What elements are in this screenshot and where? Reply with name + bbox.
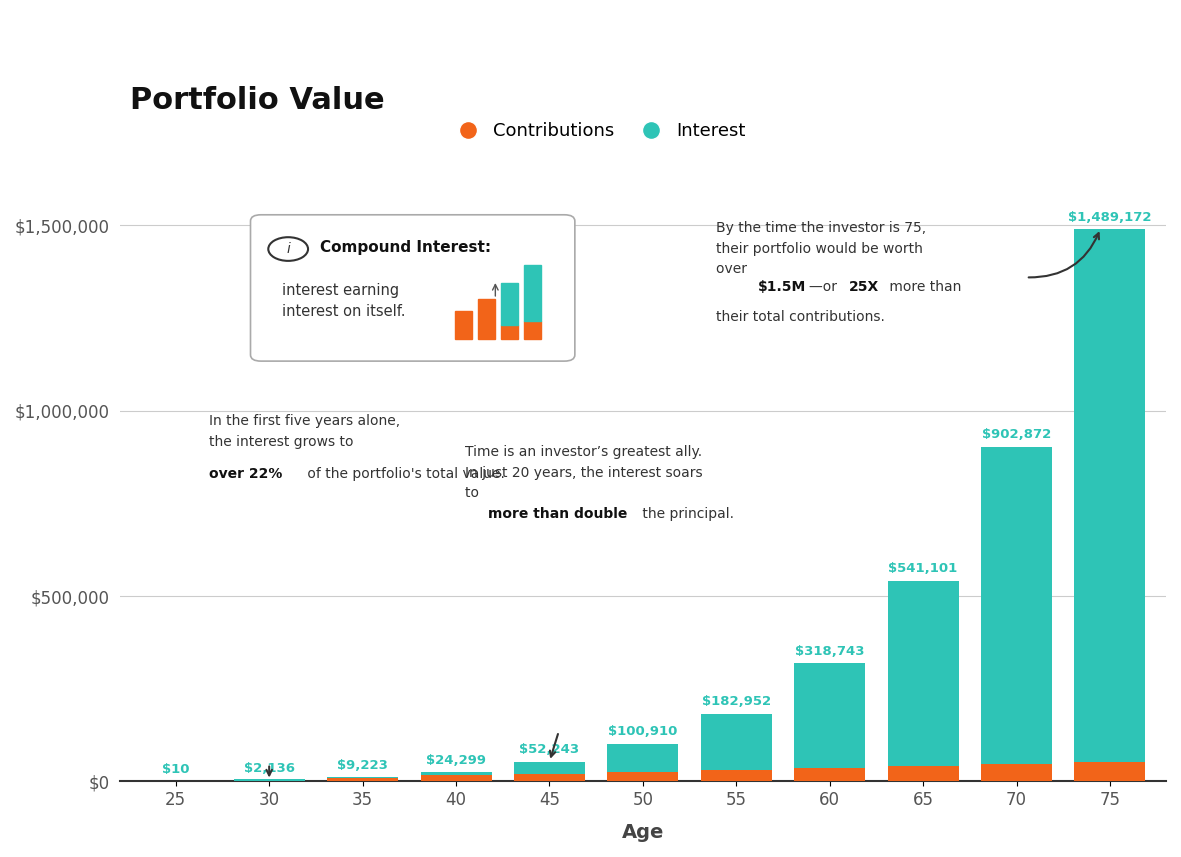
Text: Portfolio Value: Portfolio Value	[130, 87, 385, 115]
Bar	[794, 768, 866, 782]
Bar	[981, 764, 1052, 782]
Text: $100,910: $100,910	[608, 725, 678, 739]
Bar	[1075, 763, 1146, 782]
Text: $9,223: $9,223	[337, 759, 389, 772]
Text: $24,299: $24,299	[426, 754, 487, 767]
Bar	[523, 321, 541, 339]
Bar	[327, 777, 398, 782]
Text: By the time the investor is 75,
their portfolio would be worth
over: By the time the investor is 75, their po…	[716, 221, 926, 276]
Bar	[888, 766, 959, 782]
Text: $52,243: $52,243	[520, 744, 580, 757]
Bar	[700, 714, 771, 770]
Text: their total contributions.: their total contributions.	[716, 310, 885, 324]
Bar	[700, 770, 771, 782]
Bar	[420, 776, 491, 782]
Text: $2,136: $2,136	[243, 762, 295, 775]
Text: $182,952: $182,952	[702, 695, 771, 708]
Bar	[501, 284, 518, 326]
Bar	[420, 772, 491, 776]
X-axis label: Age: Age	[621, 823, 664, 842]
Text: $10: $10	[162, 763, 189, 776]
Bar	[234, 779, 305, 782]
Text: Compound Interest:: Compound Interest:	[320, 240, 490, 255]
Bar	[514, 762, 585, 774]
Text: In the first five years alone,
the interest grows to: In the first five years alone, the inter…	[209, 414, 400, 448]
Bar	[477, 299, 495, 339]
Text: Time is an investor’s greatest ally.
In just 20 years, the interest soars
to: Time is an investor’s greatest ally. In …	[465, 445, 703, 500]
Text: $902,872: $902,872	[981, 428, 1051, 441]
Text: $541,101: $541,101	[888, 562, 958, 575]
Text: over 22%: over 22%	[209, 467, 282, 481]
Text: $318,743: $318,743	[795, 644, 864, 657]
Bar	[981, 446, 1052, 764]
Text: $1,489,172: $1,489,172	[1068, 211, 1151, 224]
Bar	[1075, 230, 1146, 763]
Bar	[455, 311, 472, 339]
FancyBboxPatch shape	[250, 215, 575, 361]
Bar	[234, 779, 305, 781]
Text: 25X: 25X	[849, 280, 879, 294]
Text: i: i	[286, 242, 291, 256]
Text: $1.5M: $1.5M	[758, 280, 807, 294]
Bar	[514, 774, 585, 782]
Text: more than double: more than double	[488, 507, 627, 521]
Bar	[607, 744, 678, 772]
Bar	[794, 663, 866, 768]
Bar	[501, 326, 518, 339]
Legend: Contributions, Interest: Contributions, Interest	[443, 115, 752, 147]
Bar	[523, 265, 541, 321]
Text: the principal.: the principal.	[638, 507, 733, 521]
Text: interest earning
interest on itself.: interest earning interest on itself.	[282, 284, 405, 320]
Bar	[607, 772, 678, 782]
Bar	[888, 581, 959, 766]
Text: of the portfolio's total value.: of the portfolio's total value.	[302, 467, 504, 481]
Text: —or: —or	[809, 280, 842, 294]
Text: more than: more than	[885, 280, 961, 294]
